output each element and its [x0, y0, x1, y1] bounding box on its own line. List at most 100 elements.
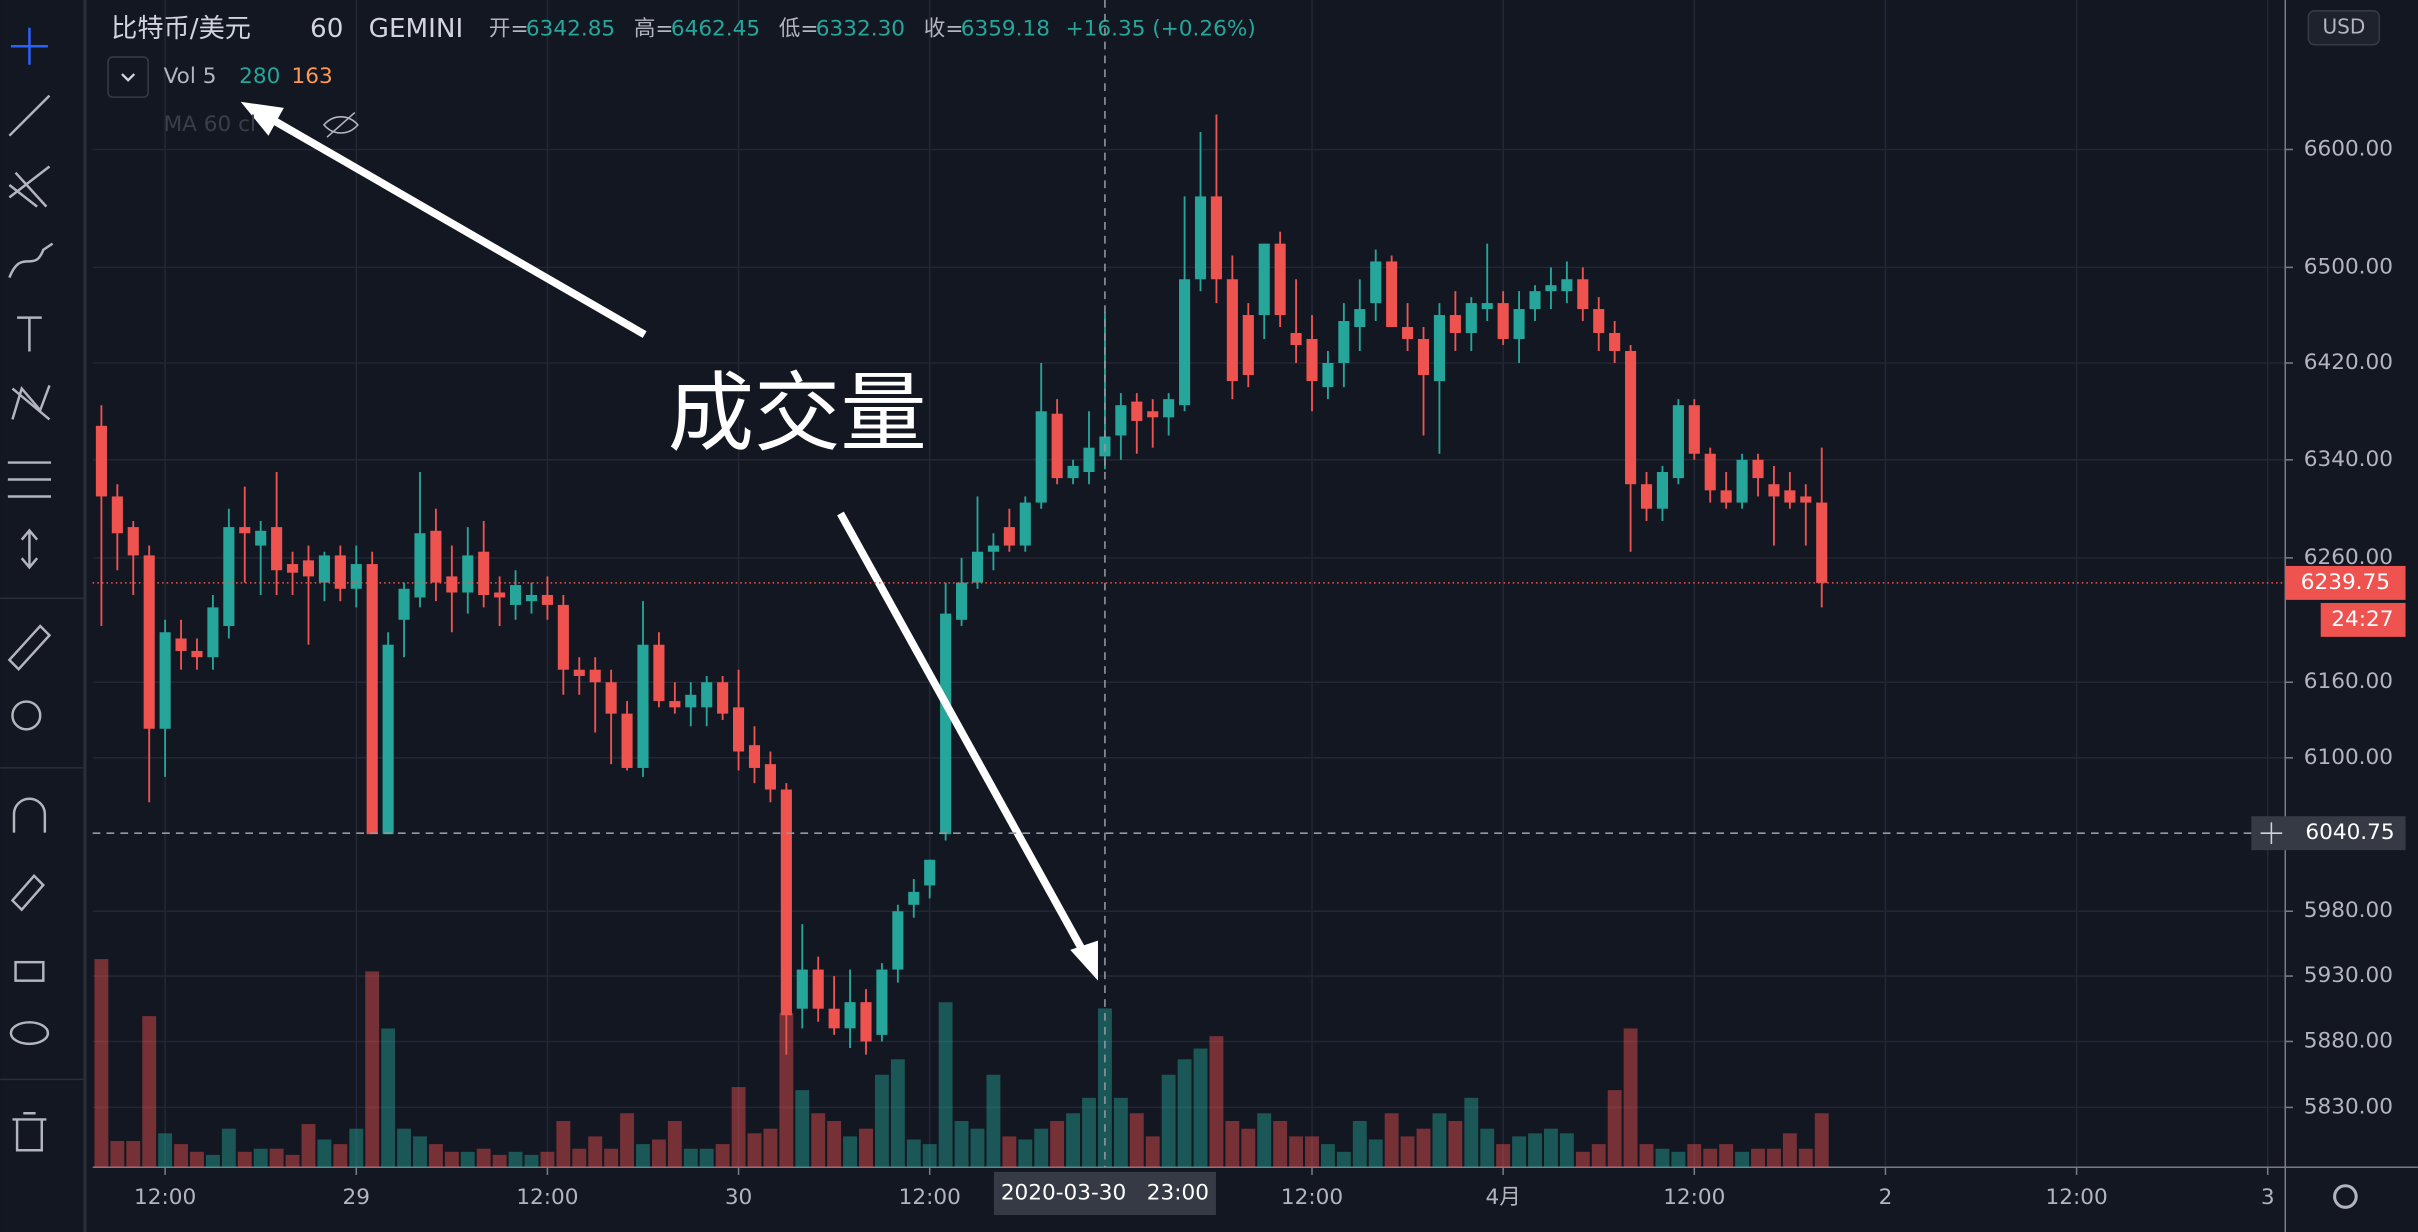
candle-body	[1003, 527, 1015, 546]
volume-bar	[1432, 1113, 1447, 1168]
candle-body	[1513, 309, 1525, 339]
volume-bar	[333, 1144, 348, 1168]
volume-bar	[890, 1059, 905, 1168]
volume-bar	[205, 1154, 220, 1168]
y-tick-label: 6500.00	[2304, 254, 2393, 279]
volume-bar	[588, 1136, 603, 1168]
volume-bar	[1512, 1136, 1527, 1168]
arrow	[263, 112, 647, 338]
crosshair-tool[interactable]	[10, 27, 48, 65]
zoom-tool[interactable]	[11, 700, 42, 731]
volume-bar	[636, 1144, 650, 1168]
volume-bar	[1751, 1148, 1765, 1168]
candle-body	[1115, 405, 1127, 436]
line-tool[interactable]	[8, 94, 51, 137]
volume-bar	[221, 1128, 236, 1168]
volume-bar	[524, 1154, 539, 1168]
candle-body	[1529, 291, 1541, 310]
candle-body	[1672, 405, 1684, 479]
y-tick-label: 6600.00	[2304, 136, 2393, 161]
change: +16.35 (+0.26%)	[1066, 16, 1256, 41]
candle-body	[366, 564, 378, 835]
interval[interactable]: 60	[310, 14, 343, 44]
text-tool[interactable]	[17, 316, 42, 352]
plot-area: 5830.00 5880.00 5930.00 5980.00 6100.00 6160.…	[92, 0, 2418, 1210]
candle-body	[1736, 459, 1748, 503]
volume-bar	[1177, 1059, 1192, 1168]
volume-bar	[731, 1087, 746, 1168]
candle-body	[621, 713, 633, 768]
candle-body	[478, 551, 490, 595]
volume-bar	[476, 1148, 491, 1168]
candle-body	[1656, 472, 1668, 509]
volume-bar	[444, 1151, 459, 1168]
brush-tool[interactable]	[8, 242, 54, 279]
volume-bar	[1767, 1148, 1781, 1168]
candle-body	[1417, 338, 1430, 376]
collapse-button[interactable]	[107, 56, 149, 98]
volume-bar	[1320, 1144, 1335, 1168]
measure-tool[interactable]	[20, 528, 39, 570]
indicator-ma: 163	[292, 64, 333, 89]
magnet-tool[interactable]	[12, 797, 47, 833]
candle-body	[1577, 279, 1589, 310]
candle-body	[1290, 332, 1302, 345]
countdown: 24:27	[2331, 607, 2393, 632]
candle-body	[764, 764, 776, 790]
volume-bar	[365, 971, 380, 1168]
candle-body	[494, 592, 506, 598]
hidden-icon[interactable]	[322, 111, 359, 138]
settings-button[interactable]	[2333, 1184, 2358, 1209]
candle-body	[1210, 196, 1222, 280]
candle-body	[1688, 405, 1700, 454]
volume-bar	[1448, 1120, 1463, 1168]
ohlc-value: 6359.18	[961, 16, 1050, 41]
annotation-arrows	[240, 101, 1098, 981]
y-tick-label: 5930.00	[2304, 963, 2393, 988]
volume-bar	[1289, 1136, 1304, 1168]
x-tick-label: 12:00	[134, 1185, 196, 1210]
volume-bar	[747, 1133, 762, 1168]
volume-bar	[1480, 1128, 1495, 1168]
volume-bar	[190, 1151, 204, 1168]
volume-bar	[922, 1144, 937, 1168]
currency-box[interactable]	[2307, 10, 2381, 46]
volume-bar	[142, 1016, 157, 1168]
indicator-name: Vol 5	[164, 64, 217, 89]
candle-body	[1147, 411, 1159, 418]
volume-bar	[1225, 1120, 1240, 1168]
volume-bar	[285, 1154, 300, 1168]
forecast-tool[interactable]	[7, 461, 52, 498]
candle-body	[1194, 196, 1207, 280]
candle-body	[1784, 490, 1796, 503]
volume-bar	[1591, 1144, 1606, 1168]
volume-bar	[237, 1151, 252, 1168]
volume-bar	[874, 1074, 889, 1168]
candle-body	[1242, 315, 1254, 376]
candle-body	[701, 682, 713, 708]
annotation: 成交量	[668, 364, 927, 464]
candle-body	[1163, 399, 1175, 418]
candle-body	[828, 1008, 840, 1029]
volume-bar	[1735, 1151, 1750, 1168]
volume-bar	[1544, 1128, 1558, 1168]
volume-bar	[1273, 1120, 1288, 1168]
fib-tool[interactable]	[8, 165, 51, 208]
volume-bar	[94, 959, 109, 1168]
ohlc-value: 6342.85	[526, 16, 615, 41]
lock-draw-tool[interactable]	[10, 874, 45, 912]
toolbar	[0, 0, 87, 1232]
delete-tool[interactable]	[12, 1112, 47, 1152]
volume-bar	[508, 1151, 523, 1168]
lock-tool[interactable]	[14, 960, 45, 982]
candle-body	[605, 682, 617, 714]
y-tick-label: 5880.00	[2304, 1028, 2393, 1053]
candle-body	[1338, 321, 1350, 363]
volume-bar	[126, 1141, 141, 1168]
visibility-tool[interactable]	[9, 1021, 50, 1046]
pattern-tool[interactable]	[11, 385, 51, 421]
ruler-tool[interactable]	[7, 624, 52, 671]
candle-body	[207, 607, 219, 658]
volume-bar	[1528, 1133, 1542, 1168]
arrow-head	[1070, 940, 1098, 981]
